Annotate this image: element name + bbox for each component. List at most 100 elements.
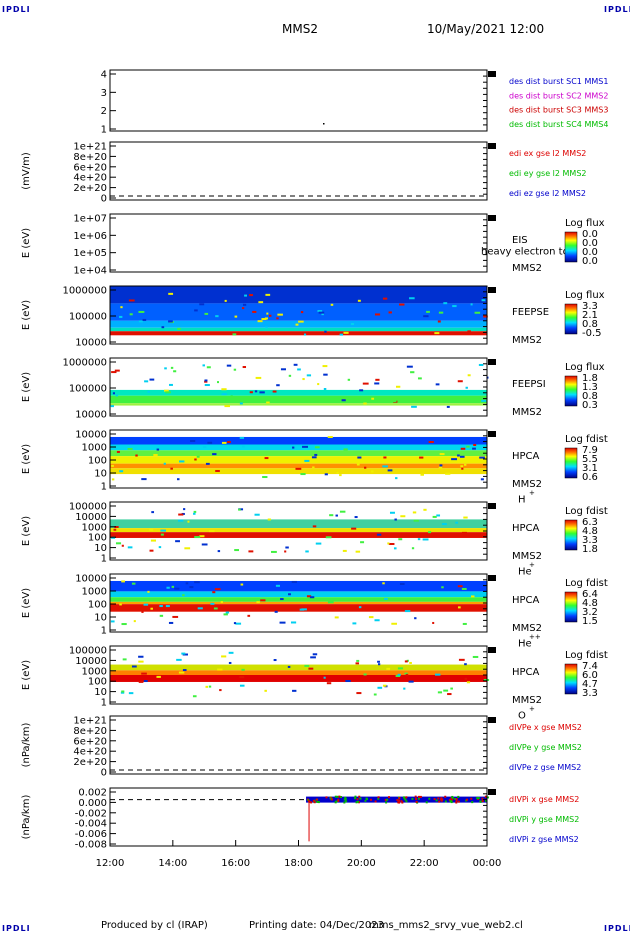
heatmap-band-feepse-1 <box>110 303 487 321</box>
heatmap-pixel <box>378 663 381 666</box>
heatmap-pixel <box>438 311 444 314</box>
legend-entry: dIVPe x gse MMS2 <box>509 723 582 732</box>
heatmap-pixel <box>404 672 408 675</box>
ytick-label: 10 <box>94 687 107 698</box>
heatmap-pixel <box>432 621 435 624</box>
heatmap-pixel <box>249 294 253 297</box>
heatmap-pixel <box>225 611 230 614</box>
heatmap-pixel <box>178 671 185 674</box>
heatmap-pixel <box>190 440 196 443</box>
heatmap-pixel <box>384 597 388 600</box>
heatmap-pixel <box>272 390 277 393</box>
xtick-label: 12:00 <box>96 858 125 869</box>
heatmap-pixel <box>261 318 267 321</box>
heatmap-pixel <box>398 538 403 541</box>
ytick-label: 1e+04 <box>73 266 107 277</box>
series-point <box>440 799 443 802</box>
heatmap-pixel <box>395 477 398 480</box>
heatmap-pixel <box>473 443 477 446</box>
heatmap-pixel <box>284 550 287 553</box>
heatmap-pixel <box>371 397 375 400</box>
heatmap-pixel <box>255 376 262 379</box>
heatmap-band-feepsi-1 <box>110 395 487 404</box>
series-point <box>403 796 406 799</box>
panel-marker <box>488 647 496 653</box>
heatmap-pixel <box>393 547 397 550</box>
series-point <box>476 797 479 800</box>
heatmap-pixel <box>248 550 254 553</box>
heatmap-pixel <box>142 318 147 321</box>
heatmap-pixel <box>306 595 312 598</box>
heatmap-pixel <box>147 390 150 393</box>
heatmap-pixel <box>480 478 484 481</box>
heatmap-pixel <box>391 622 397 625</box>
yaxis-title-divpi: (nPa/km) <box>21 795 32 840</box>
series-point <box>337 799 340 802</box>
ytick-label: 1e+05 <box>73 248 107 259</box>
heatmap-pixel <box>183 508 186 511</box>
heatmap-pixel <box>194 536 201 539</box>
corner-mark-top-right: IPDLI <box>604 5 630 14</box>
heatmap-pixel <box>292 446 295 449</box>
panel-marker <box>488 143 496 149</box>
heatmap-pixel <box>116 450 120 453</box>
series-point <box>337 798 340 801</box>
heatmap-pixel <box>339 510 346 513</box>
heatmap-pixel <box>121 690 125 693</box>
heatmap-pixel <box>383 456 387 459</box>
heatmap-pixel <box>276 317 279 320</box>
heatmap-pixel <box>432 515 437 518</box>
heatmap-pixel <box>196 455 200 458</box>
heatmap-pixel <box>164 389 169 392</box>
colorbar-tick: 6.3 <box>582 517 598 528</box>
heatmap-pixel <box>185 582 189 585</box>
heatmap-pixel <box>114 369 120 372</box>
heatmap-pixel <box>397 673 401 676</box>
heatmap-pixel <box>295 467 302 470</box>
series-point <box>359 797 362 800</box>
spacecraft-title: MMS2 <box>282 22 318 36</box>
colorbar-title: Log fdist <box>565 578 608 589</box>
heatmap-pixel <box>347 378 351 381</box>
panel-feepse: 10000 100000 1000000 E (eV) FEEPSE MMS2 Log fl… <box>21 285 605 349</box>
footer-script: mms_mms2_srvy_vue_web2.cl <box>369 920 523 931</box>
heatmap-pixel <box>227 441 231 444</box>
heatmap-pixel <box>119 470 124 473</box>
heatmap-pixel <box>176 658 182 661</box>
heatmap-band-hpca_hepp-3 <box>110 601 487 605</box>
heatmap-pixel <box>395 385 401 388</box>
legend-entry: des dist burst SC2 MMS2 <box>509 91 608 100</box>
heatmap-pixel <box>153 454 158 457</box>
series-point <box>425 801 428 804</box>
heatmap-pixel <box>192 695 197 698</box>
instrument-label: HPCA <box>512 523 540 534</box>
ytick-label: 2e+20 <box>73 757 107 768</box>
series-point <box>374 800 377 803</box>
heatmap-band-hpca_o-0 <box>110 664 487 671</box>
yaxis-title-hpca_o: E (eV) <box>21 660 32 690</box>
colorbar <box>564 519 578 551</box>
series-point <box>344 796 347 799</box>
heatmap-pixel <box>265 326 268 329</box>
heatmap-pixel <box>397 667 404 670</box>
ytick-label: 0.000 <box>78 798 107 809</box>
heatmap-pixel <box>382 465 388 468</box>
colorbar-tick: 3.3 <box>582 688 598 699</box>
series-point <box>438 800 441 803</box>
heatmap-pixel <box>479 456 485 459</box>
heatmap-pixel <box>138 320 143 323</box>
heatmap-pixel <box>458 658 465 661</box>
heatmap-pixel <box>170 467 173 470</box>
ytick-label: 1000000 <box>62 286 107 297</box>
heatmap-pixel <box>403 687 406 690</box>
heatmap-pixel <box>428 531 432 534</box>
series-point <box>384 799 387 802</box>
heatmap-pixel <box>241 598 244 601</box>
heatmap-pixel <box>264 689 267 692</box>
colorbar-tick: 1.3 <box>582 382 598 393</box>
colorbar-title: Log fdist <box>565 506 608 517</box>
heatmap-pixel <box>221 388 227 391</box>
heatmap-pixel <box>111 478 115 481</box>
series-point <box>339 795 342 798</box>
colorbar-title: Log fdist <box>565 650 608 661</box>
